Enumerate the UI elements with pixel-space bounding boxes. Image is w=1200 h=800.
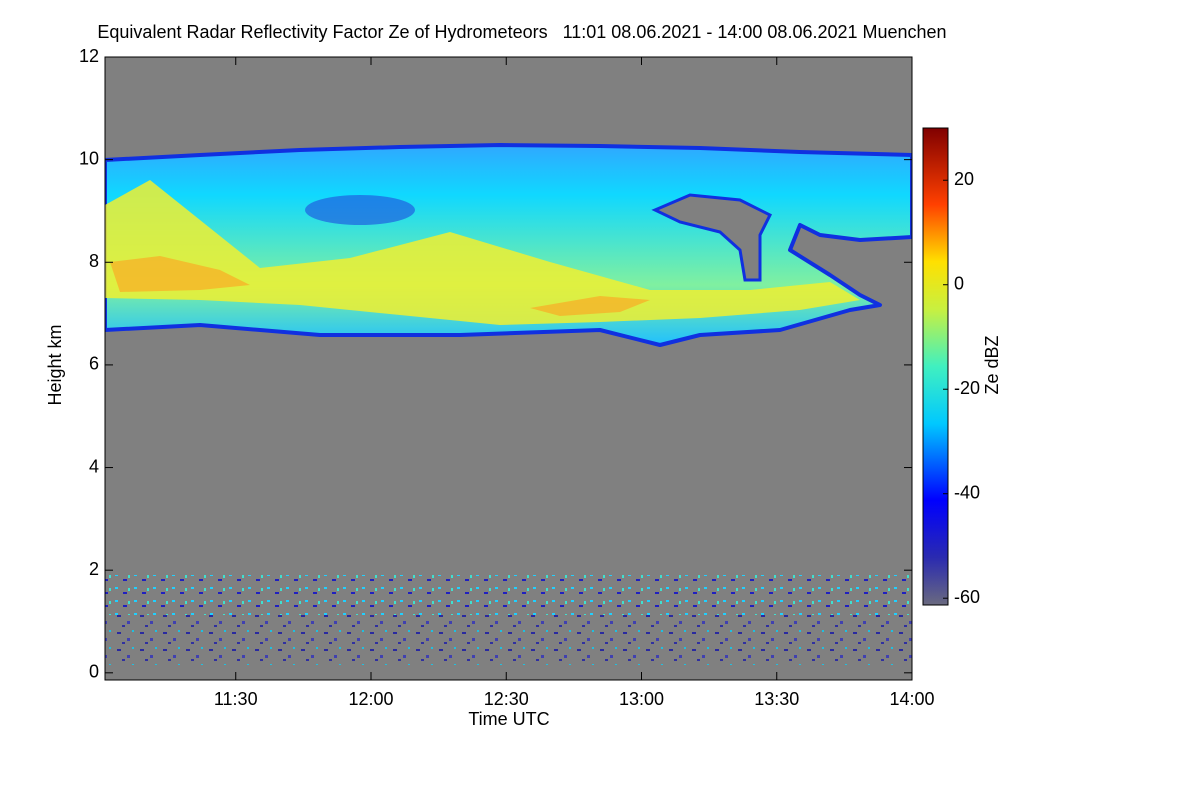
cloud-gap — [651, 193, 773, 282]
colorbar-tick-label: 0 — [954, 273, 964, 293]
colorbar — [922, 127, 949, 606]
colorbar-label: Ze dBZ — [982, 335, 1002, 394]
x-tick-label: 14:00 — [889, 689, 934, 709]
x-tick-label: 13:30 — [754, 689, 799, 709]
colorbar-tick-label: 20 — [954, 169, 974, 189]
colorbar-tick-label: -20 — [954, 378, 980, 398]
y-tick-label: 6 — [89, 354, 99, 374]
x-tick-label: 11:30 — [214, 689, 258, 709]
y-tick-label: 4 — [89, 456, 99, 476]
y-tick-label: 10 — [79, 148, 99, 168]
radar-field — [105, 57, 912, 680]
clutter-upper — [105, 575, 912, 615]
y-axis-label: Height km — [45, 324, 65, 405]
y-tick-label: 12 — [79, 46, 99, 66]
x-tick-label: 12:00 — [348, 689, 393, 709]
cloud-low-region — [305, 195, 415, 225]
x-axis-label: Time UTC — [468, 709, 549, 729]
x-tick-label: 13:00 — [619, 689, 664, 709]
cloud-core — [105, 180, 860, 325]
y-tick-label: 8 — [89, 251, 99, 271]
clutter-lower — [105, 615, 912, 665]
y-tick-label: 2 — [89, 559, 99, 579]
colorbar-tick-label: -60 — [954, 587, 980, 607]
x-tick-label: 12:30 — [484, 689, 529, 709]
colorbar-tick-label: -40 — [954, 482, 980, 502]
y-tick-label: 0 — [89, 662, 99, 682]
chart-title: Equivalent Radar Reflectivity Factor Ze … — [97, 22, 946, 42]
plot-frame — [104, 56, 913, 681]
cloud-peak — [530, 296, 650, 316]
cloud-peak — [110, 256, 250, 292]
